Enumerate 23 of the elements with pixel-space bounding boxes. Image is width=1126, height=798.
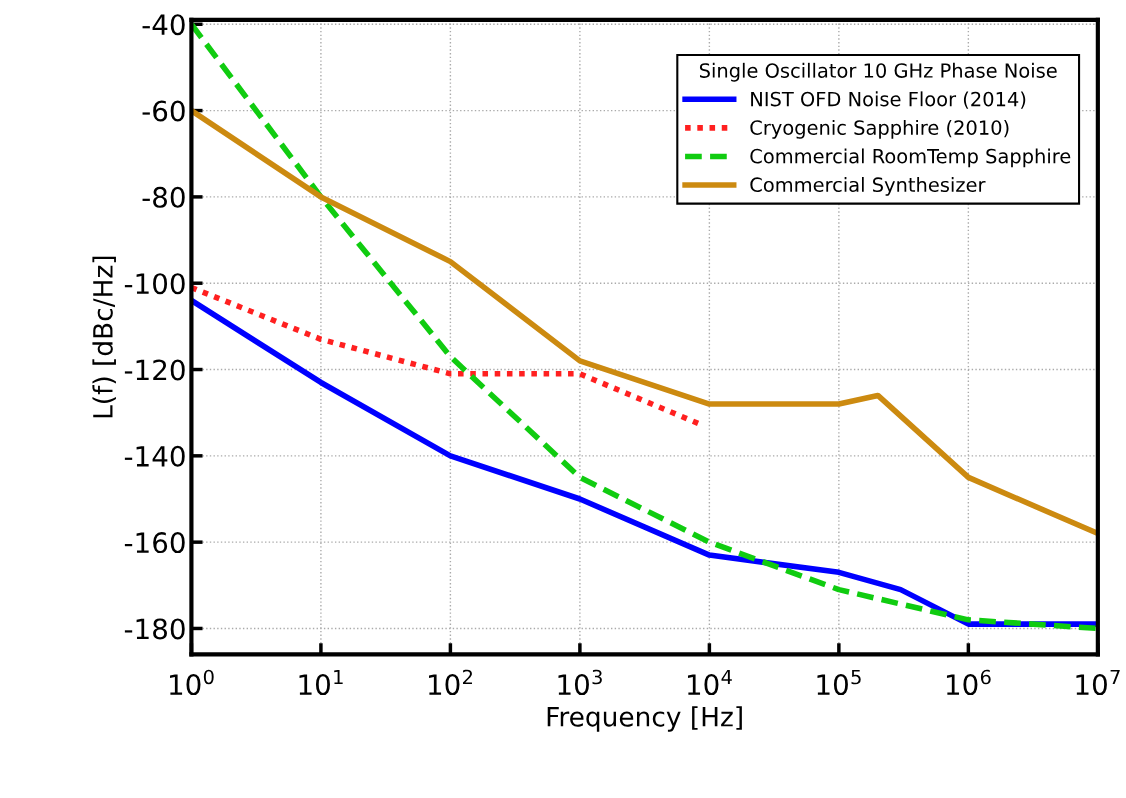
x-tick-label: 10$^{6}$ — [946, 669, 991, 696]
x-tick-label: 10$^{0}$ — [170, 669, 214, 696]
x-axis-title: Frequency [Hz] — [547, 706, 742, 732]
y-tick-label: -180 — [124, 618, 185, 640]
x-tick-label: 10$^{4}$ — [687, 669, 732, 696]
legend-label: Cryogenic Sapphire (2010) — [750, 119, 1009, 139]
y-tick-label: -120 — [124, 359, 185, 381]
y-axis-title: L(f) [dBc/Hz] — [92, 256, 116, 418]
y-tick-label: -60 — [142, 100, 185, 122]
y-tick-label: -40 — [142, 14, 185, 36]
x-tick-label: 10$^{1}$ — [299, 669, 343, 696]
y-tick-label: -160 — [124, 532, 185, 554]
legend-label: NIST OFD Noise Floor (2014) — [751, 91, 1026, 109]
legend-label: Commercial RoomTemp Sapphire — [750, 148, 1071, 168]
y-tick-label: -140 — [124, 445, 185, 467]
x-tick-label: 10$^{5}$ — [817, 669, 861, 696]
y-tick-label: -80 — [142, 186, 185, 208]
x-tick-label: 10$^{3}$ — [558, 669, 602, 696]
y-tick-label: -100 — [124, 273, 185, 295]
x-tick-label: 10$^{7}$ — [1076, 669, 1120, 696]
legend-title: Single Oscillator 10 GHz Phase Noise — [699, 62, 1057, 82]
legend-label: Commercial Synthesizer — [750, 176, 986, 196]
x-tick-label: 10$^{2}$ — [429, 669, 472, 696]
